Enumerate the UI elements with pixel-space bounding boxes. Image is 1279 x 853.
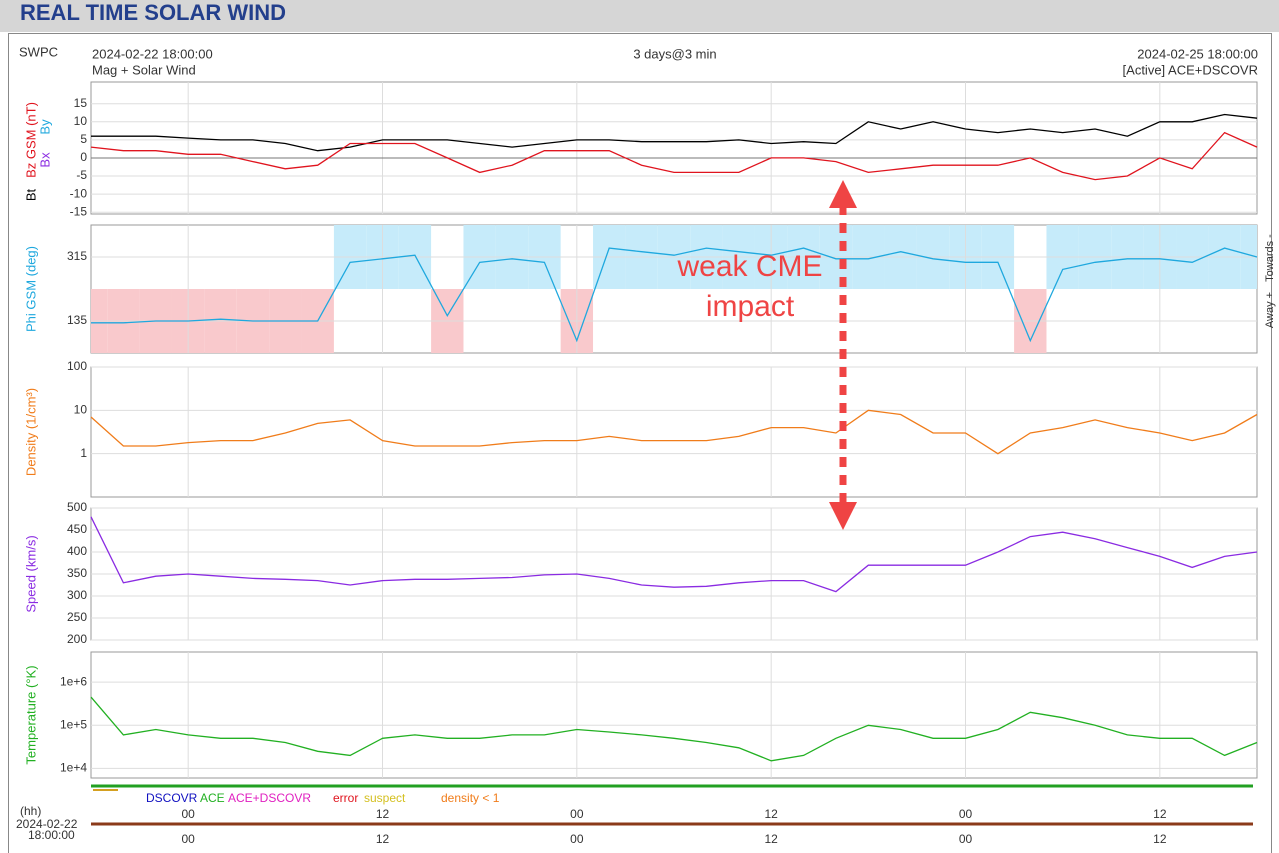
x-tick-label: 00 — [181, 832, 195, 846]
series-line — [90, 516, 1258, 593]
panel — [90, 366, 1258, 498]
y-tick-label: 450 — [67, 522, 87, 536]
series-line — [90, 131, 1258, 181]
x-tick-label: 00 — [959, 807, 973, 821]
y-tick-label: 350 — [67, 566, 87, 580]
sector-label: Away + — [1264, 292, 1276, 328]
series-line — [90, 409, 1258, 455]
x-tick-label: 00 — [570, 807, 584, 821]
y-axis-label: Bz GSM (nT) — [23, 102, 38, 178]
annotation-text: weak CME — [676, 250, 822, 283]
y-axis-label: By — [37, 119, 52, 135]
start-time: 2024-02-22 18:00:00 — [92, 46, 213, 61]
y-tick-label: 400 — [67, 544, 87, 558]
y-tick-label: -15 — [70, 204, 88, 218]
start-date: 2024-02-22 — [16, 817, 78, 831]
x-tick-label: 12 — [764, 807, 778, 821]
legend-entry: error — [333, 791, 358, 805]
y-tick-label: 250 — [67, 610, 87, 624]
y-axis-label: Phi GSM (deg) — [23, 246, 38, 332]
page-title: REAL TIME SOLAR WIND — [20, 0, 286, 25]
subtitle: Mag + Solar Wind — [92, 62, 196, 77]
y-axis-label: Temperature (°K) — [23, 665, 38, 764]
legend-entry: suspect — [364, 791, 406, 805]
span: 3 days@3 min — [633, 46, 716, 61]
y-tick-label: 15 — [74, 96, 88, 110]
y-tick-label: 135 — [67, 313, 87, 327]
end-time: 2024-02-25 18:00:00 — [1137, 46, 1258, 61]
y-tick-label: 200 — [67, 632, 87, 646]
y-tick-label: 1e+5 — [60, 717, 87, 731]
y-tick-label: 5 — [80, 132, 87, 146]
y-tick-label: -10 — [70, 186, 88, 200]
x-tick-label: 12 — [376, 807, 390, 821]
y-axis-label: Bt — [23, 188, 38, 201]
y-tick-label: 300 — [67, 588, 87, 602]
y-tick-label: 1e+6 — [60, 674, 87, 688]
x-tick-label: 12 — [1153, 832, 1167, 846]
panels: -15 -10 -5 0 5 10 15 Bt Bz GSM (nT) Bx By 135 315 Phi… — [23, 81, 1276, 779]
series-line — [91, 247, 1258, 343]
y-tick-label: 100 — [67, 359, 87, 373]
panel — [90, 651, 1258, 779]
y-tick-label: 10 — [74, 114, 88, 128]
arrow-head — [829, 180, 857, 208]
annotation-text: impact — [706, 290, 795, 323]
series-line — [90, 696, 1258, 762]
y-tick-label: 315 — [67, 249, 87, 263]
source: SWPC — [19, 44, 58, 59]
y-tick-label: 10 — [74, 403, 88, 417]
series-line — [91, 113, 1258, 152]
y-tick-label: 0 — [80, 150, 87, 164]
status: [Active] ACE+DSCOVR — [1123, 62, 1258, 77]
legend-entry: density < 1 — [441, 791, 500, 805]
y-tick-label: 1 — [80, 446, 87, 460]
arrow-head — [829, 502, 857, 530]
legend-entry: DSCOVR — [146, 791, 198, 805]
hours-unit: (hh) — [20, 804, 41, 818]
x-tick-label: 00 — [959, 832, 973, 846]
legend-entry: ACE+DSCOVR — [228, 791, 311, 805]
y-axis-label: Bx — [37, 152, 52, 168]
y-tick-label: -5 — [76, 168, 87, 182]
sector-label: Towards - — [1264, 234, 1276, 282]
legend-entry: ACE — [200, 791, 225, 805]
y-axis-label: Speed (km/s) — [23, 535, 38, 612]
y-tick-label: 500 — [67, 500, 87, 514]
x-tick-label: 00 — [181, 807, 195, 821]
x-tick-label: 00 — [570, 832, 584, 846]
x-tick-label: 12 — [376, 832, 390, 846]
start-clock: 18:00:00 — [28, 828, 75, 842]
x-tick-label: 12 — [764, 832, 778, 846]
y-tick-label: 1e+4 — [60, 761, 87, 775]
y-axis-label: Density (1/cm³) — [23, 388, 38, 476]
header-band — [0, 0, 1279, 32]
x-tick-label: 12 — [1153, 807, 1167, 821]
